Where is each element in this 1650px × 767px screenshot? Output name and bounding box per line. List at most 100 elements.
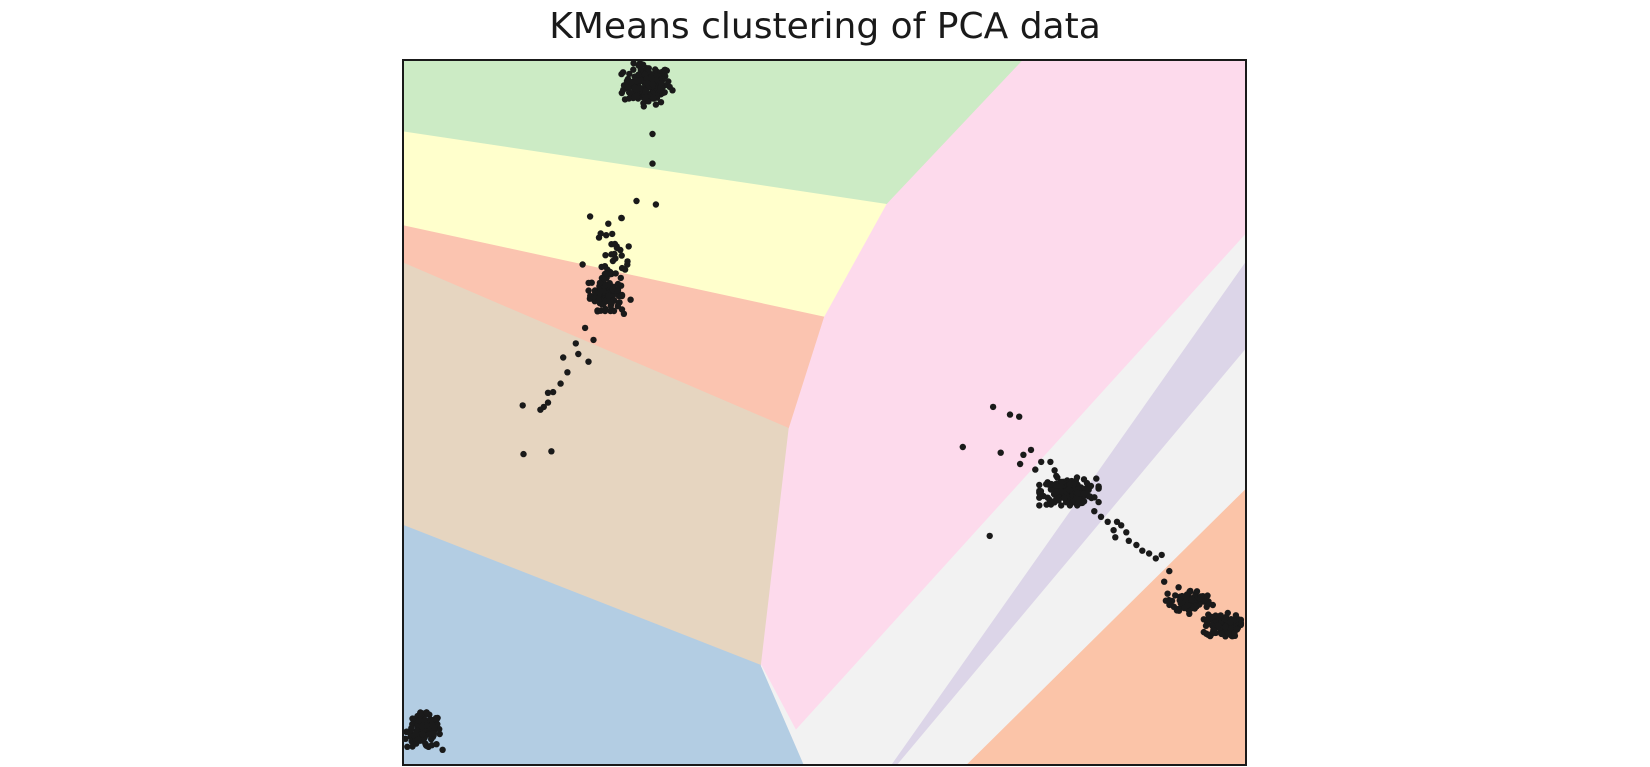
cluster-point (598, 263, 605, 271)
cluster-point (612, 270, 619, 277)
cluster-point (415, 717, 422, 724)
cluster-point (611, 250, 618, 258)
cluster-point (1058, 502, 1065, 509)
cluster-point (403, 735, 409, 742)
data-point (520, 450, 527, 458)
cluster-point (657, 84, 664, 92)
cluster-point (650, 94, 657, 102)
cluster-point (625, 243, 632, 250)
data-point (1133, 541, 1140, 549)
cluster-point (621, 266, 629, 273)
data-point (959, 443, 966, 451)
data-point (620, 310, 628, 317)
cluster-point (603, 232, 610, 239)
cluster-point (403, 728, 410, 735)
data-point (1053, 472, 1060, 480)
data-point (592, 289, 599, 296)
cluster-point (1036, 502, 1043, 509)
data-point (989, 403, 997, 411)
data-points (403, 60, 1245, 753)
cluster-point (588, 279, 595, 286)
cluster-point (653, 72, 660, 79)
cluster-point (1193, 588, 1201, 595)
cluster-point (1225, 630, 1232, 637)
cluster-point (1061, 495, 1068, 502)
cluster-point (1183, 593, 1190, 601)
data-point (1051, 467, 1058, 474)
cluster-point (630, 66, 637, 73)
cluster-point (1087, 482, 1095, 490)
data-point (997, 449, 1004, 456)
cluster-point (642, 93, 650, 101)
cluster-point (414, 736, 422, 743)
cluster-point (404, 743, 411, 750)
cluster-point (624, 258, 631, 265)
cluster-point (1237, 616, 1245, 623)
plot-frame (402, 59, 1247, 766)
data-point (1175, 584, 1182, 591)
cluster-point (436, 730, 443, 738)
cluster-region-9 (966, 488, 1246, 765)
data-point (1104, 518, 1111, 525)
data-point (633, 197, 640, 205)
cluster-point (1047, 481, 1054, 488)
data-point (1166, 567, 1173, 575)
cluster-point (618, 252, 625, 259)
cluster-point (618, 89, 625, 97)
cluster-point (618, 70, 625, 78)
data-point (1027, 446, 1035, 454)
data-point (1020, 451, 1027, 458)
cluster-point (630, 60, 637, 67)
cluster-point (608, 241, 615, 248)
cluster-point (418, 723, 426, 731)
cluster-point (1057, 483, 1065, 490)
data-point (1152, 555, 1160, 562)
data-point (537, 406, 544, 413)
data-point (649, 130, 656, 138)
data-point (1016, 460, 1024, 468)
cluster-point (635, 71, 642, 78)
cluster-point (1091, 494, 1098, 501)
cluster-point (631, 94, 638, 101)
cluster-point (625, 95, 633, 102)
data-point (586, 213, 594, 220)
cluster-point (602, 305, 609, 313)
cluster-point (623, 77, 631, 85)
data-point (649, 160, 656, 167)
data-point (1139, 547, 1146, 554)
cluster-point (631, 84, 639, 91)
cluster-point (1202, 622, 1210, 629)
data-point (1161, 578, 1168, 585)
data-point (1204, 615, 1212, 623)
data-point (1113, 518, 1121, 525)
data-point (549, 388, 557, 396)
cluster-point (1188, 596, 1195, 603)
data-point (1038, 458, 1045, 466)
data-point (1123, 529, 1130, 536)
cluster-regions (403, 60, 1246, 765)
cluster-point (1187, 587, 1194, 595)
cluster-region-7 (760, 233, 1246, 765)
cluster-point (1166, 601, 1173, 609)
cluster-point (585, 287, 592, 294)
cluster-point (618, 292, 625, 299)
data-point (590, 336, 597, 344)
cluster-point (609, 285, 616, 292)
cluster-point (1043, 481, 1050, 488)
data-point (575, 350, 582, 358)
cluster-point (1047, 486, 1055, 493)
data-point (581, 324, 589, 332)
data-point (1162, 597, 1170, 604)
cluster-region-5 (403, 524, 805, 765)
cluster-point (658, 79, 665, 87)
cluster-point (635, 62, 642, 69)
data-point (1091, 508, 1098, 515)
cluster-point (666, 83, 673, 91)
cluster-point (430, 730, 437, 737)
cluster-point (1095, 485, 1102, 492)
cluster-point (626, 70, 633, 78)
chart-title: KMeans clustering of PCA data (549, 6, 1101, 47)
cluster-point (1093, 475, 1100, 482)
cluster-point (649, 81, 656, 88)
